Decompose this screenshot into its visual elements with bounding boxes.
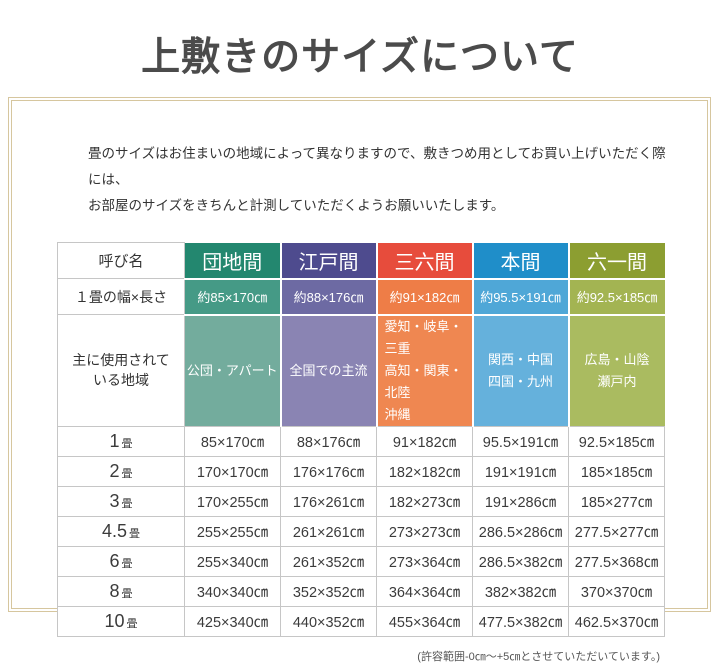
size-cell: 91×182㎝: [376, 425, 473, 457]
dimension-cell: 約91×182㎝: [375, 278, 473, 316]
size-cell: 182×273㎝: [376, 485, 473, 517]
row-header-mats: 10 畳: [57, 605, 185, 637]
size-cell: 92.5×185㎝: [568, 425, 665, 457]
content-area: 畳のサイズはお住まいの地域によって異なりますので、敷きつめ用としてお買い上げいた…: [11, 100, 708, 663]
size-cell: 191×286㎝: [472, 485, 569, 517]
size-cell: 176×176㎝: [280, 455, 377, 487]
row-header-region: 主に使用されて いる地域: [57, 314, 185, 427]
size-cell: 382×382㎝: [472, 575, 569, 607]
region-cell: 関西・中国 四国・九州: [471, 314, 569, 426]
page-title: 上敷きのサイズについて: [141, 36, 579, 79]
row-header-mats: 4.5 畳: [57, 515, 185, 547]
size-cell: 88×176㎝: [280, 425, 377, 457]
size-cell: 364×364㎝: [376, 575, 473, 607]
size-cell: 191×191㎝: [472, 455, 569, 487]
table-header-row: 呼び名 団地間 江戸間 三六間 本間 六一間: [57, 242, 665, 280]
size-cell: 255×255㎝: [184, 515, 281, 547]
size-cell: 273×273㎝: [376, 515, 473, 547]
size-cell: 340×340㎝: [184, 575, 281, 607]
size-cell: 176×261㎝: [280, 485, 377, 517]
column-header-honma: 本間: [471, 242, 569, 280]
size-cell: 261×352㎝: [280, 545, 377, 577]
column-header-edoma: 江戸間: [279, 242, 377, 280]
table-row: 4.5 畳 255×255㎝ 261×261㎝ 273×273㎝ 286.5×28…: [57, 515, 665, 547]
size-cell: 286.5×382㎝: [472, 545, 569, 577]
size-cell: 286.5×286㎝: [472, 515, 569, 547]
region-cell: 広島・山陰 瀬戸内: [567, 314, 665, 426]
size-cell: 277.5×368㎝: [568, 545, 665, 577]
dimension-cell: 約95.5×191㎝: [471, 278, 569, 316]
table-row: 10 畳 425×340㎝ 440×352㎝ 455×364㎝ 477.5×382…: [57, 605, 665, 637]
size-cell: 182×182㎝: [376, 455, 473, 487]
size-cell: 170×255㎝: [184, 485, 281, 517]
size-cell: 185×185㎝: [568, 455, 665, 487]
intro-text: 畳のサイズはお住まいの地域によって異なりますので、敷きつめ用としてお買い上げいた…: [88, 141, 671, 219]
size-cell: 255×340㎝: [184, 545, 281, 577]
size-cell: 277.5×277㎝: [568, 515, 665, 547]
row-header-dimension: １畳の幅×長さ: [57, 278, 185, 315]
mat-dimension-row: １畳の幅×長さ 約85×170㎝ 約88×176㎝ 約91×182㎝ 約95.5…: [57, 278, 665, 316]
size-cell: 95.5×191㎝: [472, 425, 569, 457]
size-cell: 477.5×382㎝: [472, 605, 569, 637]
size-cell: 352×352㎝: [280, 575, 377, 607]
column-header-name: 呼び名: [57, 242, 185, 279]
column-header-rokuichima: 六一間: [567, 242, 665, 280]
size-cell: 261×261㎝: [280, 515, 377, 547]
size-cell: 85×170㎝: [184, 425, 281, 457]
region-cell: 全国での主流: [279, 314, 377, 426]
tolerance-note: (許容範囲-0㎝～+5㎝とさせていただいています。): [417, 650, 660, 663]
region-row: 主に使用されて いる地域 公団・アパート 全国での主流 愛知・岐阜・三重 高知・…: [57, 314, 665, 427]
size-cell: 462.5×370㎝: [568, 605, 665, 637]
size-cell: 455×364㎝: [376, 605, 473, 637]
dimension-cell: 約85×170㎝: [184, 278, 281, 316]
region-cell: 愛知・岐阜・三重 高知・関東・北陸 沖縄: [375, 314, 473, 426]
column-header-sanrokuma: 三六間: [375, 242, 473, 280]
size-cell: 440×352㎝: [280, 605, 377, 637]
dimension-cell: 約92.5×185㎝: [567, 278, 665, 316]
size-cell: 273×364㎝: [376, 545, 473, 577]
intro-line-2: お部屋のサイズをきちんと計測していただくようお願いいたします。: [88, 198, 505, 213]
size-cell: 425×340㎝: [184, 605, 281, 637]
size-cell: 185×277㎝: [568, 485, 665, 517]
decorative-frame: 畳のサイズはお住まいの地域によって異なりますので、敷きつめ用としてお買い上げいた…: [8, 97, 711, 663]
size-cell: 370×370㎝: [568, 575, 665, 607]
size-cell: 170×170㎝: [184, 455, 281, 487]
tatami-size-table: 呼び名 団地間 江戸間 三六間 本間 六一間 １畳の幅×長さ 約85×170㎝ …: [57, 242, 665, 637]
dimension-cell: 約88×176㎝: [279, 278, 377, 316]
intro-line-1: 畳のサイズはお住まいの地域によって異なりますので、敷きつめ用としてお買い上げいた…: [88, 146, 666, 187]
column-header-danchima: 団地間: [184, 242, 281, 280]
region-cell: 公団・アパート: [184, 314, 281, 426]
